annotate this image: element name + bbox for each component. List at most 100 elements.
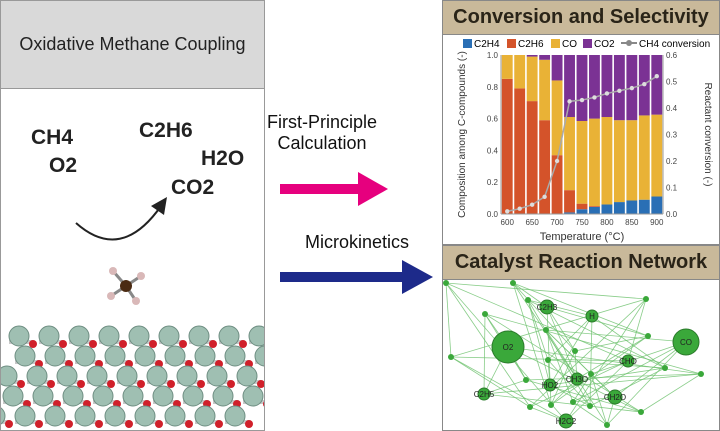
x-tick-label: 750 bbox=[575, 218, 589, 227]
network-node bbox=[604, 422, 610, 428]
surface-atom bbox=[1, 407, 6, 425]
conversion-point bbox=[542, 194, 547, 199]
bar-CO-675 bbox=[539, 59, 551, 121]
network-node bbox=[643, 296, 649, 302]
network-edge bbox=[627, 298, 647, 362]
surface-atom bbox=[98, 325, 120, 347]
network-edge bbox=[527, 299, 549, 361]
bar-C2H6-675 bbox=[539, 120, 551, 214]
bar-C2H4-800 bbox=[601, 204, 613, 214]
surface-atom bbox=[254, 345, 264, 367]
network-edge bbox=[445, 282, 647, 300]
network-node-ho2 bbox=[543, 378, 557, 392]
surface-atom bbox=[242, 385, 264, 407]
network-node bbox=[662, 365, 668, 371]
bar-CO-600 bbox=[501, 55, 513, 79]
network-node bbox=[482, 311, 488, 317]
network-edge bbox=[527, 299, 551, 386]
y2-tick-label: 0.5 bbox=[666, 78, 678, 87]
network-node bbox=[638, 409, 644, 415]
network-edge bbox=[545, 329, 592, 375]
oxygen-atom bbox=[29, 340, 37, 348]
network-node bbox=[587, 403, 593, 409]
surface-atom bbox=[224, 345, 246, 367]
conversion-point bbox=[642, 81, 647, 87]
surface-atom bbox=[194, 405, 216, 427]
conversion-selectivity-title: Conversion and Selectivity bbox=[442, 0, 720, 35]
bar-CO-900 bbox=[651, 114, 663, 197]
conversion-point bbox=[592, 95, 597, 100]
conversion-point bbox=[554, 158, 560, 164]
bar-C2H4-775 bbox=[589, 206, 600, 214]
legend-label: CO bbox=[562, 39, 577, 50]
surface-atom bbox=[194, 345, 216, 367]
reaction-arrowhead-icon bbox=[151, 197, 167, 215]
network-edge bbox=[574, 335, 649, 352]
legend-label: C2H6 bbox=[518, 39, 544, 50]
methane-molecule-icon bbox=[107, 267, 145, 305]
y-tick-label: 0.2 bbox=[487, 178, 499, 187]
network-edge bbox=[483, 393, 642, 413]
step-first-principle: First-Principle Calculation bbox=[266, 112, 377, 153]
bar-CO-700 bbox=[551, 80, 563, 156]
oxygen-atom bbox=[149, 340, 157, 348]
surface-atom bbox=[176, 365, 198, 387]
network-edge bbox=[512, 282, 576, 352]
network-edge bbox=[606, 341, 687, 426]
network-edge bbox=[547, 359, 666, 369]
bar-CO-850 bbox=[626, 120, 638, 201]
species-co2: CO2 bbox=[171, 176, 215, 199]
oxygen-atom bbox=[17, 380, 25, 388]
surface-atom bbox=[128, 325, 150, 347]
surface-atom bbox=[26, 365, 48, 387]
oxygen-atom bbox=[137, 380, 145, 388]
oxygen-atom bbox=[245, 420, 253, 428]
network-node bbox=[523, 377, 529, 383]
y-axis-label: Composition among C-compounds (-) bbox=[457, 51, 468, 218]
network-node bbox=[545, 357, 551, 363]
surface-atom bbox=[14, 345, 36, 367]
y-tick-label: 1.0 bbox=[487, 51, 499, 60]
network-node-o2 bbox=[491, 330, 525, 364]
oxygen-atom bbox=[215, 420, 223, 428]
bar-CO-650 bbox=[526, 56, 538, 102]
network-node-label: O2 bbox=[503, 343, 514, 352]
bar-CO2-900 bbox=[651, 55, 663, 115]
bar-CO2-825 bbox=[613, 55, 625, 121]
surface-atom bbox=[146, 365, 168, 387]
network-node bbox=[543, 327, 549, 333]
conversion-point bbox=[629, 85, 635, 91]
reaction-arrow-icon bbox=[75, 205, 162, 241]
oxygen-atom bbox=[155, 420, 163, 428]
surface-atom bbox=[248, 325, 264, 347]
legend-swatch bbox=[507, 39, 516, 48]
network-edge bbox=[483, 313, 486, 395]
surface-atom bbox=[44, 345, 66, 367]
network-node bbox=[510, 280, 516, 286]
network-node bbox=[525, 297, 531, 303]
surface-atom bbox=[122, 385, 144, 407]
species-h2o: H2O bbox=[201, 147, 245, 170]
bar-C2H4-900 bbox=[651, 196, 663, 214]
surface-atom bbox=[38, 325, 60, 347]
bar-CO-800 bbox=[601, 117, 613, 205]
network-node-label: CHO bbox=[619, 357, 637, 366]
conversion-point bbox=[579, 97, 585, 103]
conversion-point bbox=[654, 74, 659, 79]
bar-CO-875 bbox=[638, 115, 650, 200]
network-edge bbox=[450, 356, 531, 408]
bar-CO-750 bbox=[576, 120, 588, 204]
bar-C2H4-850 bbox=[626, 200, 638, 214]
network-edge bbox=[483, 373, 702, 395]
network-edge bbox=[547, 359, 591, 407]
catalyst-surface-icon bbox=[1, 325, 264, 428]
network-node bbox=[588, 371, 594, 377]
network-edge bbox=[565, 360, 629, 422]
bar-CO2-775 bbox=[589, 55, 600, 119]
network-node-label: CH3O bbox=[566, 375, 588, 384]
legend-swatch bbox=[583, 39, 592, 48]
network-node bbox=[645, 333, 651, 339]
legend-swatch bbox=[463, 39, 472, 48]
network-edge bbox=[512, 282, 649, 337]
oxygen-atom bbox=[107, 380, 115, 388]
